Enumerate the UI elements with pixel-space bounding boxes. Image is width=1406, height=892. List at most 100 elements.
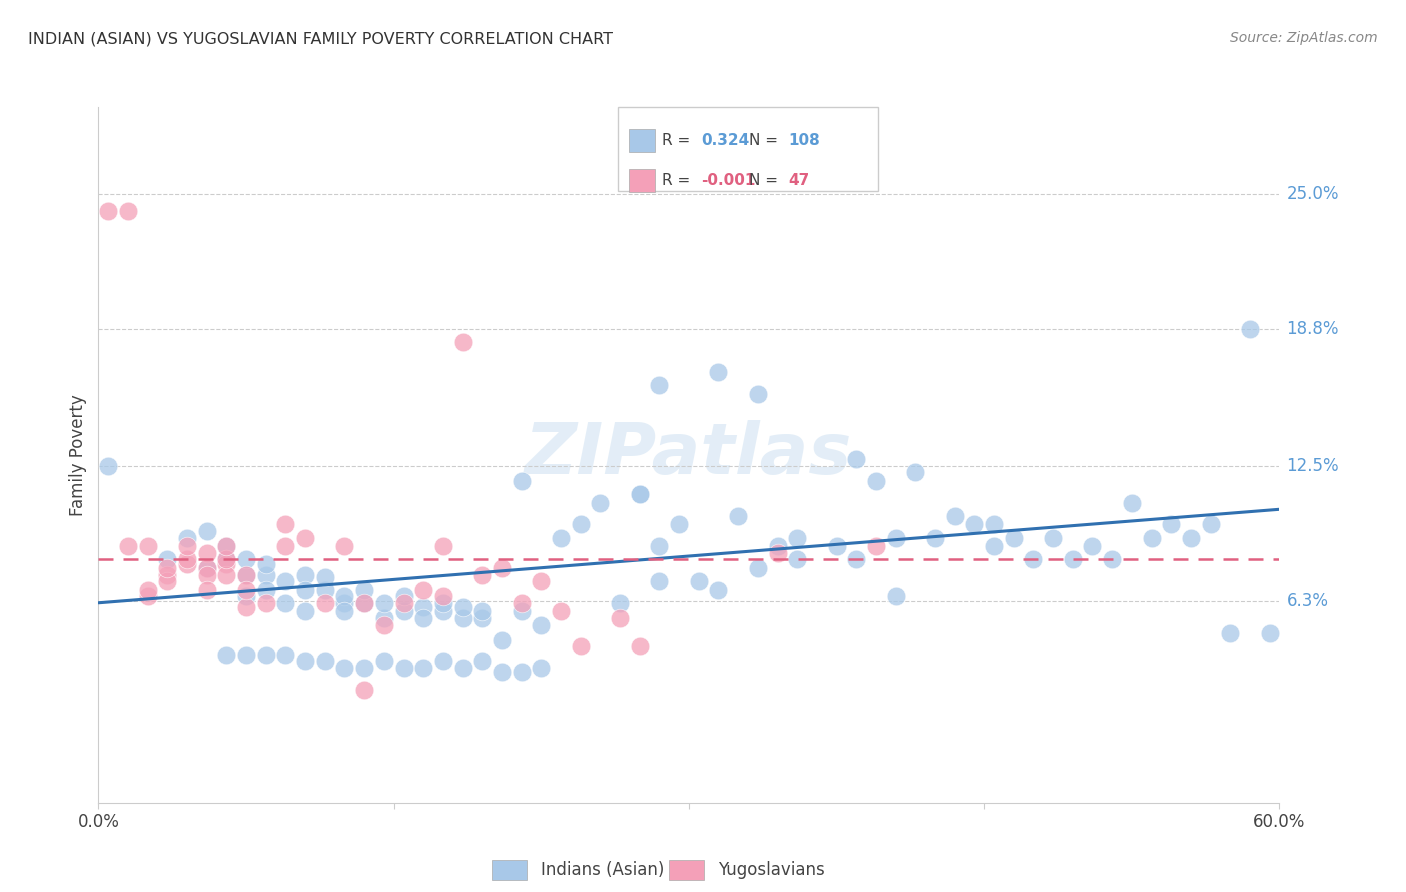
Point	[156, 567, 179, 582]
Point	[254, 557, 277, 571]
Point	[353, 582, 375, 597]
Point	[550, 531, 572, 545]
Text: Yugoslavians: Yugoslavians	[718, 861, 825, 879]
Point	[412, 582, 434, 597]
Point	[432, 539, 454, 553]
Point	[530, 617, 553, 632]
Point	[510, 665, 533, 680]
Point	[884, 589, 907, 603]
Point	[569, 517, 592, 532]
Y-axis label: Family Poverty: Family Poverty	[69, 394, 87, 516]
Point	[688, 574, 710, 588]
Point	[786, 531, 808, 545]
Point	[924, 531, 946, 545]
Point	[451, 661, 474, 675]
Point	[333, 661, 356, 675]
Point	[648, 378, 671, 392]
Point	[156, 561, 179, 575]
Point	[766, 546, 789, 560]
Point	[314, 655, 336, 669]
Point	[1140, 531, 1163, 545]
Point	[314, 582, 336, 597]
Point	[254, 596, 277, 610]
Point	[294, 567, 316, 582]
Text: Indians (Asian): Indians (Asian)	[541, 861, 665, 879]
Point	[235, 552, 257, 566]
Point	[1022, 552, 1045, 566]
Point	[1199, 517, 1222, 532]
Point	[727, 508, 749, 523]
Point	[136, 589, 159, 603]
Point	[1002, 531, 1025, 545]
Point	[884, 531, 907, 545]
Text: 18.8%: 18.8%	[1286, 320, 1339, 338]
Point	[904, 466, 927, 480]
Point	[648, 574, 671, 588]
Point	[943, 508, 966, 523]
Point	[314, 570, 336, 584]
Text: 12.5%: 12.5%	[1286, 457, 1339, 475]
Point	[333, 589, 356, 603]
Point	[1180, 531, 1202, 545]
Point	[1160, 517, 1182, 532]
Text: Source: ZipAtlas.com: Source: ZipAtlas.com	[1230, 31, 1378, 45]
Point	[471, 605, 494, 619]
Point	[333, 605, 356, 619]
Point	[274, 596, 297, 610]
Text: R =: R =	[662, 172, 695, 187]
Point	[353, 661, 375, 675]
Text: R =: R =	[662, 133, 695, 148]
Point	[412, 661, 434, 675]
Point	[1121, 496, 1143, 510]
Point	[412, 611, 434, 625]
Point	[530, 574, 553, 588]
Point	[294, 582, 316, 597]
Point	[983, 539, 1005, 553]
Text: 108: 108	[789, 133, 820, 148]
Point	[668, 517, 690, 532]
Point	[510, 596, 533, 610]
Point	[432, 589, 454, 603]
Point	[353, 596, 375, 610]
Point	[648, 539, 671, 553]
Text: ZIPatlas: ZIPatlas	[526, 420, 852, 490]
Point	[215, 567, 238, 582]
Point	[274, 574, 297, 588]
Point	[235, 600, 257, 615]
Point	[628, 487, 651, 501]
Point	[471, 655, 494, 669]
Point	[609, 596, 631, 610]
Point	[1219, 626, 1241, 640]
Point	[471, 567, 494, 582]
Point	[392, 661, 415, 675]
Point	[215, 648, 238, 662]
Point	[254, 582, 277, 597]
Point	[274, 539, 297, 553]
Point	[333, 596, 356, 610]
Point	[136, 582, 159, 597]
Point	[373, 617, 395, 632]
Point	[766, 539, 789, 553]
Point	[333, 539, 356, 553]
Point	[254, 648, 277, 662]
Point	[628, 639, 651, 653]
Point	[569, 639, 592, 653]
Point	[176, 531, 198, 545]
Point	[176, 557, 198, 571]
Point	[491, 665, 513, 680]
Point	[747, 387, 769, 401]
Point	[1042, 531, 1064, 545]
Point	[1081, 539, 1104, 553]
Point	[215, 557, 238, 571]
Point	[97, 204, 120, 219]
Point	[432, 605, 454, 619]
Point	[274, 517, 297, 532]
Point	[176, 552, 198, 566]
Point	[314, 596, 336, 610]
Point	[786, 552, 808, 566]
Point	[1101, 552, 1123, 566]
Point	[117, 539, 139, 553]
Text: 47: 47	[789, 172, 810, 187]
Point	[136, 539, 159, 553]
Point	[845, 552, 868, 566]
